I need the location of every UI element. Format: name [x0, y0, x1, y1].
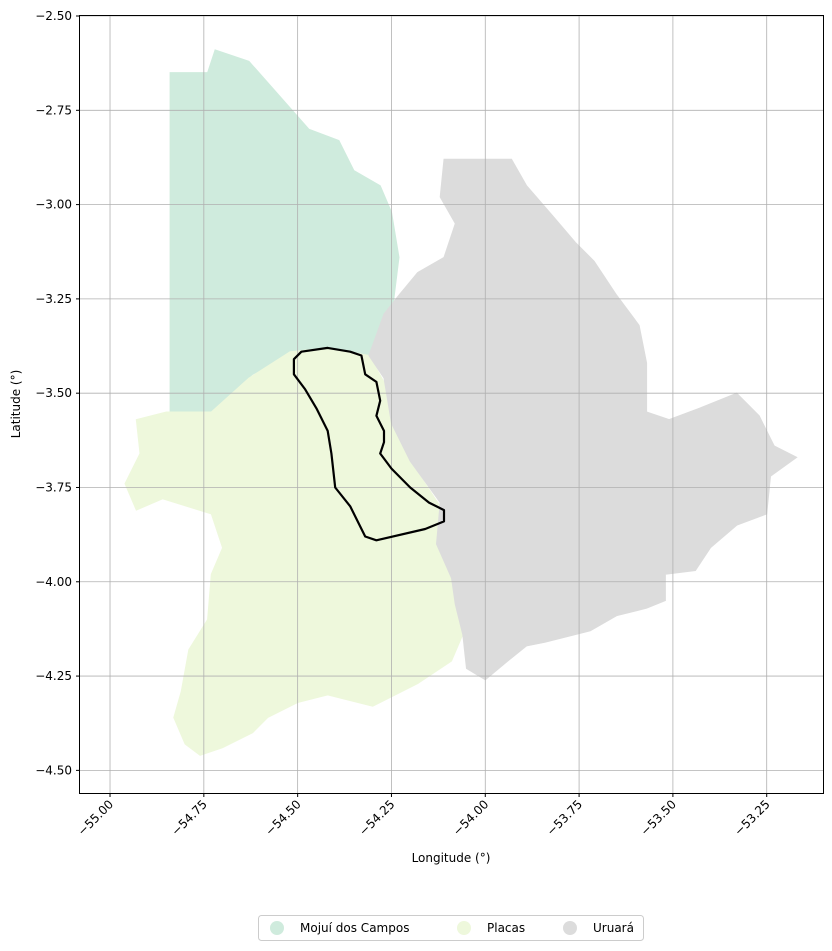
- legend-label: Uruará: [593, 921, 634, 935]
- y-tick-label: −2.75: [35, 103, 72, 117]
- legend-label: Mojuí dos Campos: [300, 921, 409, 935]
- legend-label: Placas: [487, 921, 525, 935]
- region-layer: [124, 49, 798, 756]
- y-axis-ticks: −2.50 −2.75 −3.00 −3.25 −3.50 −3.75 −4.00 −4.25…: [35, 9, 80, 777]
- y-tick-label: −4.00: [35, 575, 72, 589]
- region-uruar-: [368, 158, 798, 681]
- x-tick-label: −54.75: [169, 797, 210, 838]
- x-tick-label: −55.00: [75, 797, 116, 838]
- y-tick-label: −3.25: [35, 292, 72, 306]
- legend-swatch: [270, 921, 284, 935]
- legend-swatch: [563, 921, 577, 935]
- y-tick-label: −3.75: [35, 480, 72, 494]
- legend: Mojuí dos Campos Placas Uruará: [258, 915, 644, 941]
- x-tick-label: −54.25: [356, 797, 397, 838]
- y-tick-label: −3.00: [35, 198, 72, 212]
- grid-layer: [80, 15, 823, 793]
- x-tick-label: −53.25: [732, 797, 773, 838]
- y-tick-label: −4.25: [35, 669, 72, 683]
- x-tick-label: −54.00: [450, 797, 491, 838]
- legend-frame: [258, 915, 644, 941]
- x-tick-label: −53.50: [638, 797, 679, 838]
- y-tick-label: −4.50: [35, 763, 72, 777]
- legend-swatch: [457, 921, 471, 935]
- highlight-outline: [292, 346, 446, 542]
- y-axis-label: Latitude (°): [9, 370, 23, 439]
- x-tick-label: −54.50: [262, 797, 303, 838]
- x-axis-label: Longitude (°): [412, 851, 491, 865]
- x-tick-label: −53.75: [544, 797, 585, 838]
- x-axis-ticks: −55.00 −54.75 −54.50 −54.25 −54.00 −53.75 −53.…: [75, 793, 773, 839]
- y-tick-label: −2.50: [35, 9, 72, 23]
- y-tick-label: −3.50: [35, 386, 72, 400]
- plot-frame: [79, 15, 824, 794]
